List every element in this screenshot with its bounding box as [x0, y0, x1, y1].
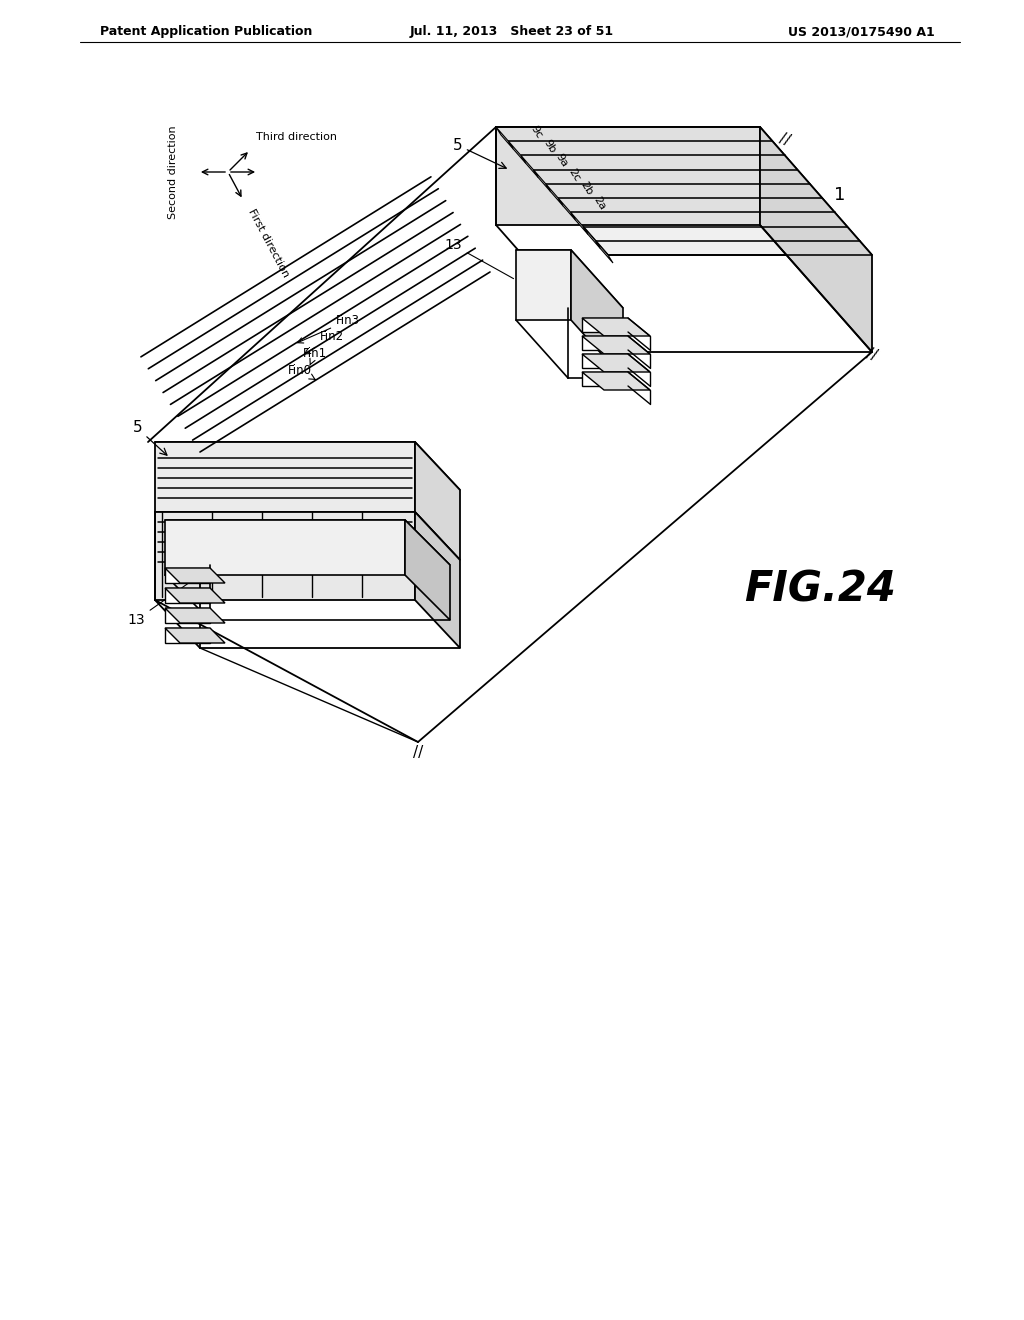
Polygon shape: [582, 372, 650, 389]
Polygon shape: [596, 240, 613, 263]
Polygon shape: [165, 609, 210, 623]
Polygon shape: [521, 156, 539, 178]
Polygon shape: [582, 318, 650, 337]
Text: Fin2: Fin2: [304, 330, 344, 354]
Polygon shape: [570, 213, 588, 235]
Text: 9a: 9a: [554, 152, 569, 169]
Polygon shape: [165, 609, 225, 623]
Polygon shape: [415, 442, 460, 560]
Polygon shape: [496, 127, 760, 224]
Polygon shape: [155, 442, 460, 490]
Polygon shape: [582, 354, 628, 368]
Polygon shape: [760, 127, 872, 352]
Text: //: //: [413, 746, 423, 760]
Polygon shape: [582, 318, 628, 333]
Text: 1: 1: [835, 186, 846, 205]
Text: //: //: [864, 346, 880, 364]
Text: FIG.24: FIG.24: [744, 569, 896, 611]
Text: 2b: 2b: [579, 180, 595, 197]
Polygon shape: [534, 170, 551, 191]
Text: 5: 5: [453, 137, 506, 169]
Polygon shape: [582, 337, 650, 354]
Polygon shape: [155, 512, 460, 560]
Text: First direction: First direction: [246, 207, 291, 279]
Polygon shape: [558, 198, 575, 220]
Text: Third direction: Third direction: [256, 132, 337, 143]
Polygon shape: [583, 227, 600, 248]
Polygon shape: [155, 512, 415, 601]
Polygon shape: [582, 372, 628, 385]
Polygon shape: [165, 520, 450, 565]
Text: 2c: 2c: [566, 166, 582, 183]
Polygon shape: [415, 512, 460, 648]
Text: //: //: [777, 131, 793, 149]
Text: 5: 5: [132, 421, 167, 455]
Polygon shape: [496, 127, 872, 255]
Text: 13: 13: [444, 238, 514, 279]
Text: Second direction: Second direction: [168, 125, 178, 219]
Text: 9c: 9c: [528, 124, 545, 140]
Text: Jul. 11, 2013   Sheet 23 of 51: Jul. 11, 2013 Sheet 23 of 51: [410, 25, 614, 38]
Polygon shape: [165, 587, 225, 603]
Polygon shape: [165, 520, 406, 576]
Text: Fin3: Fin3: [298, 314, 360, 343]
Polygon shape: [509, 141, 526, 164]
Polygon shape: [496, 127, 513, 149]
Polygon shape: [516, 249, 571, 319]
Text: 2a: 2a: [591, 194, 607, 211]
Polygon shape: [571, 249, 623, 378]
Text: 9b: 9b: [542, 137, 557, 154]
Text: 13: 13: [127, 577, 198, 627]
Polygon shape: [546, 183, 563, 206]
Polygon shape: [516, 249, 623, 308]
Polygon shape: [165, 568, 210, 583]
Text: Patent Application Publication: Patent Application Publication: [100, 25, 312, 38]
Polygon shape: [406, 520, 450, 620]
Text: Fin0: Fin0: [288, 364, 315, 379]
Polygon shape: [165, 587, 210, 603]
Text: US 2013/0175490 A1: US 2013/0175490 A1: [788, 25, 935, 38]
Text: Fin1: Fin1: [303, 347, 327, 366]
Polygon shape: [582, 354, 650, 372]
Polygon shape: [165, 628, 225, 643]
Polygon shape: [165, 628, 210, 643]
Polygon shape: [582, 337, 628, 350]
Polygon shape: [155, 442, 415, 512]
Polygon shape: [165, 568, 225, 583]
